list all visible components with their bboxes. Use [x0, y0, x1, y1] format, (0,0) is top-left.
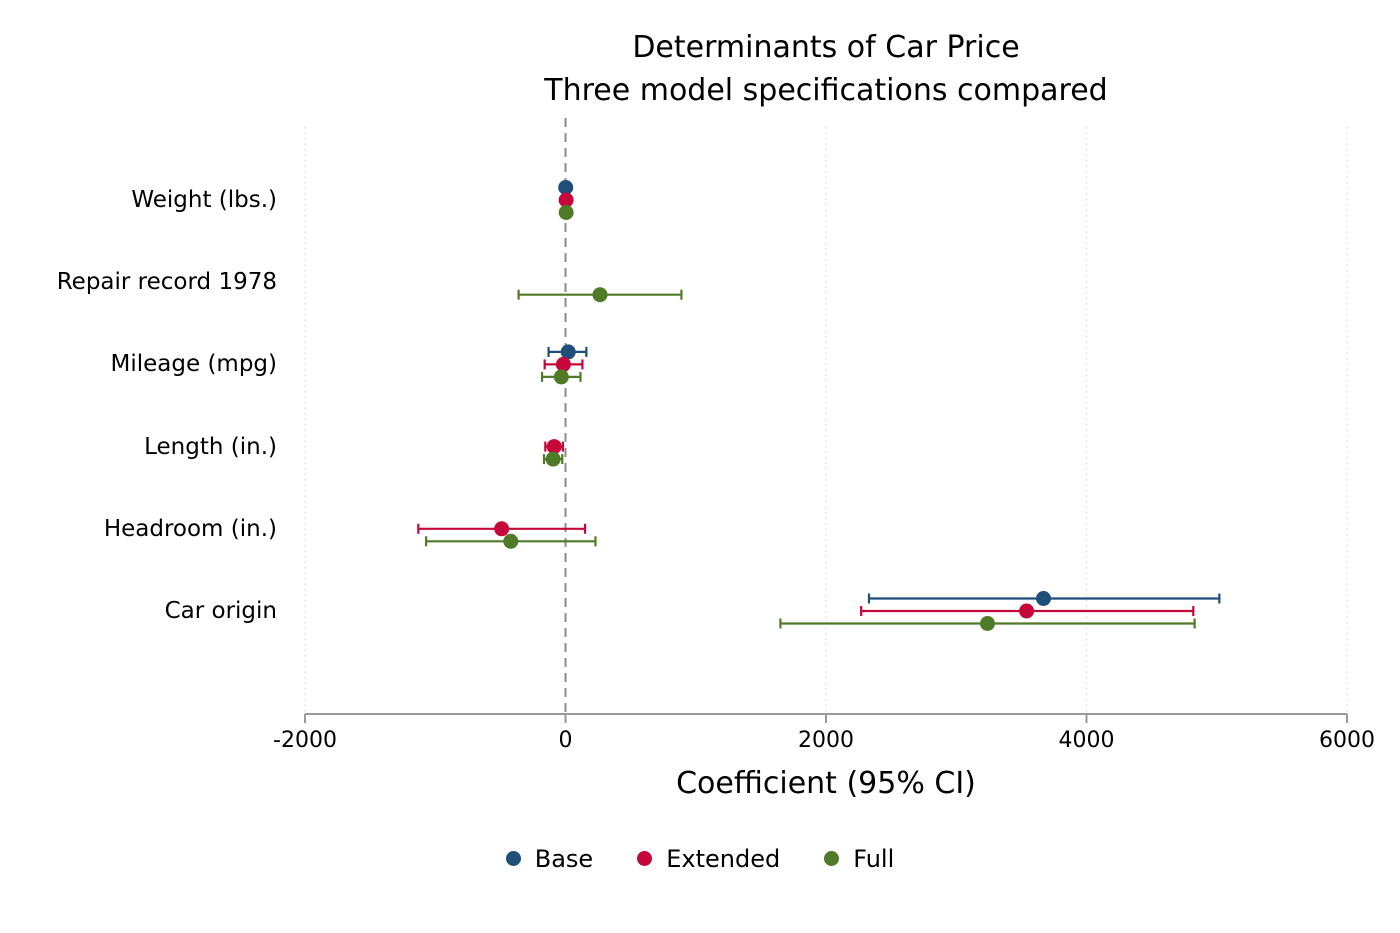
extended-point-estimate [555, 356, 571, 372]
x-tick-label: -2000 [273, 728, 337, 753]
legend-item-extended: Extended [637, 845, 780, 873]
y-category-label: Weight (lbs.) [131, 187, 277, 213]
full-point-estimate [592, 287, 608, 303]
y-category-label: Car origin [164, 598, 277, 624]
y-category-label: Headroom (in.) [103, 515, 277, 542]
y-category-label: Length (in.) [144, 433, 277, 460]
x-tick-label: 4000 [1058, 728, 1115, 753]
extended-point-estimate [494, 521, 510, 537]
full-point-estimate [558, 205, 574, 220]
extended-point-estimate [546, 439, 562, 455]
x-tick-label: 2000 [798, 728, 854, 753]
legend: Base Extended Full [0, 845, 1400, 873]
legend-label: Full [853, 845, 895, 873]
legend-label: Base [534, 845, 594, 873]
chart-title: Determinants of Car Price [632, 30, 1020, 65]
legend-item-base: Base [505, 845, 594, 873]
x-tick-label: 6000 [1319, 728, 1375, 753]
extended-point-estimate [1019, 603, 1035, 619]
legend-marker [637, 851, 653, 866]
full-point-estimate [545, 451, 561, 467]
legend-label: Extended [666, 845, 781, 873]
full-point-estimate [503, 533, 519, 549]
y-category-label: Mileage (mpg) [110, 351, 277, 378]
x-axis-label: Coefficient (95% CI) [676, 766, 976, 801]
base-point-estimate [560, 344, 576, 360]
legend-marker [505, 851, 521, 866]
full-point-estimate [553, 369, 569, 385]
x-tick-label: 0 [558, 728, 573, 753]
full-point-estimate [980, 616, 996, 631]
extended-point-estimate [558, 192, 574, 208]
legend-item-full: Full [824, 845, 894, 873]
base-point-estimate [558, 180, 574, 195]
legend-marker [824, 851, 840, 866]
chart-subtitle: Three model specifications compared [544, 73, 1108, 108]
base-point-estimate [1036, 591, 1052, 606]
y-category-label: Repair record 1978 [56, 269, 277, 296]
